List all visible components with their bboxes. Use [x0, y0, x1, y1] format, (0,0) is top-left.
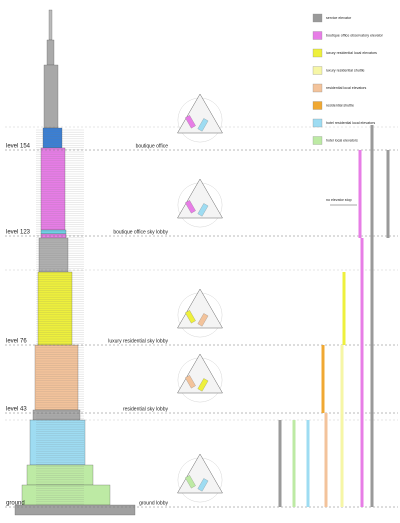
level-label: level 43	[6, 407, 27, 413]
legend-swatch	[312, 136, 323, 145]
plan-core	[197, 313, 209, 327]
legend-swatch	[312, 31, 323, 40]
elevator-run	[306, 420, 310, 507]
level-label: level 154	[6, 144, 31, 150]
level-label: level 123	[6, 230, 31, 236]
elevator-run	[386, 150, 390, 238]
elevator-run	[321, 345, 325, 413]
plan-core	[185, 200, 196, 214]
lobby-label: boutique office	[136, 143, 169, 149]
legend-swatch	[312, 48, 323, 58]
annotation: no elevator stop	[326, 198, 352, 202]
legend-swatch	[312, 13, 323, 23]
legend-swatch	[312, 101, 323, 110]
elevator-run	[278, 420, 282, 507]
plan-core	[185, 375, 196, 389]
level-label: ground	[6, 501, 25, 507]
lobby-label: luxury residential sky lobby	[108, 338, 168, 344]
legend-swatch	[312, 83, 323, 93]
legend-label: residential local elevators	[326, 86, 367, 90]
plan-core	[185, 115, 196, 129]
legend-label: boutique office observatory elevator	[326, 33, 384, 37]
plan-core	[197, 203, 209, 217]
lobby-label: ground lobby	[139, 500, 168, 506]
legend-label: luxury residential shuttle	[326, 68, 365, 72]
elevator-run	[292, 420, 296, 507]
plan-core	[197, 478, 209, 492]
level-label: level 76	[6, 339, 27, 345]
elevator-run	[324, 413, 328, 507]
plan-core	[197, 118, 209, 132]
legend-swatch	[312, 118, 323, 128]
legend-label: hotel residential local elevators	[326, 121, 375, 125]
plan-core	[197, 378, 209, 392]
lobby-label: residential sky lobby	[123, 406, 169, 412]
legend-swatch	[312, 66, 323, 75]
elevator-run	[342, 272, 346, 345]
lobby-label: boutique office sky lobby	[113, 229, 168, 235]
elevator-run	[340, 345, 344, 507]
elevator-run	[370, 125, 374, 507]
legend-label: residential shuttle	[326, 103, 354, 107]
legend-label: hotel local elevators	[326, 138, 358, 142]
elevator-run	[360, 238, 364, 507]
plan-core	[185, 475, 196, 489]
elevator-run	[358, 150, 362, 238]
legend-label: service elevator	[326, 16, 352, 20]
legend-label: luxury residential local elevators	[326, 51, 377, 55]
plan-core	[185, 310, 196, 324]
